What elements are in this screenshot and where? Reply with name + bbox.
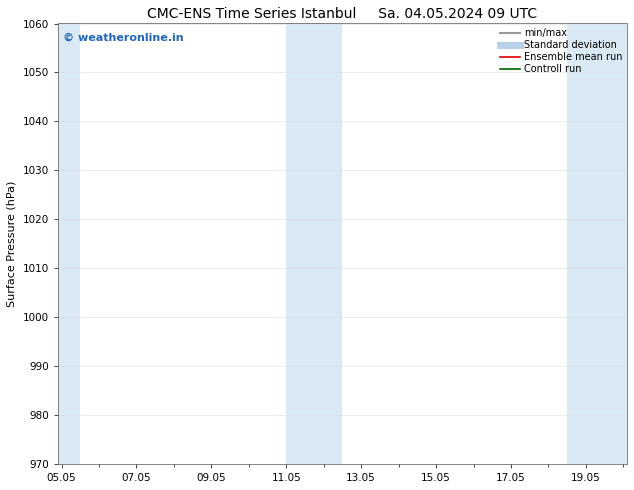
Legend: min/max, Standard deviation, Ensemble mean run, Controll run: min/max, Standard deviation, Ensemble me… xyxy=(498,26,624,76)
Title: CMC-ENS Time Series Istanbul     Sa. 04.05.2024 09 UTC: CMC-ENS Time Series Istanbul Sa. 04.05.2… xyxy=(147,7,538,21)
Y-axis label: Surface Pressure (hPa): Surface Pressure (hPa) xyxy=(7,181,17,307)
Bar xyxy=(58,24,81,464)
Text: © weatheronline.in: © weatheronline.in xyxy=(63,32,184,42)
Bar xyxy=(286,24,342,464)
Bar xyxy=(567,24,627,464)
